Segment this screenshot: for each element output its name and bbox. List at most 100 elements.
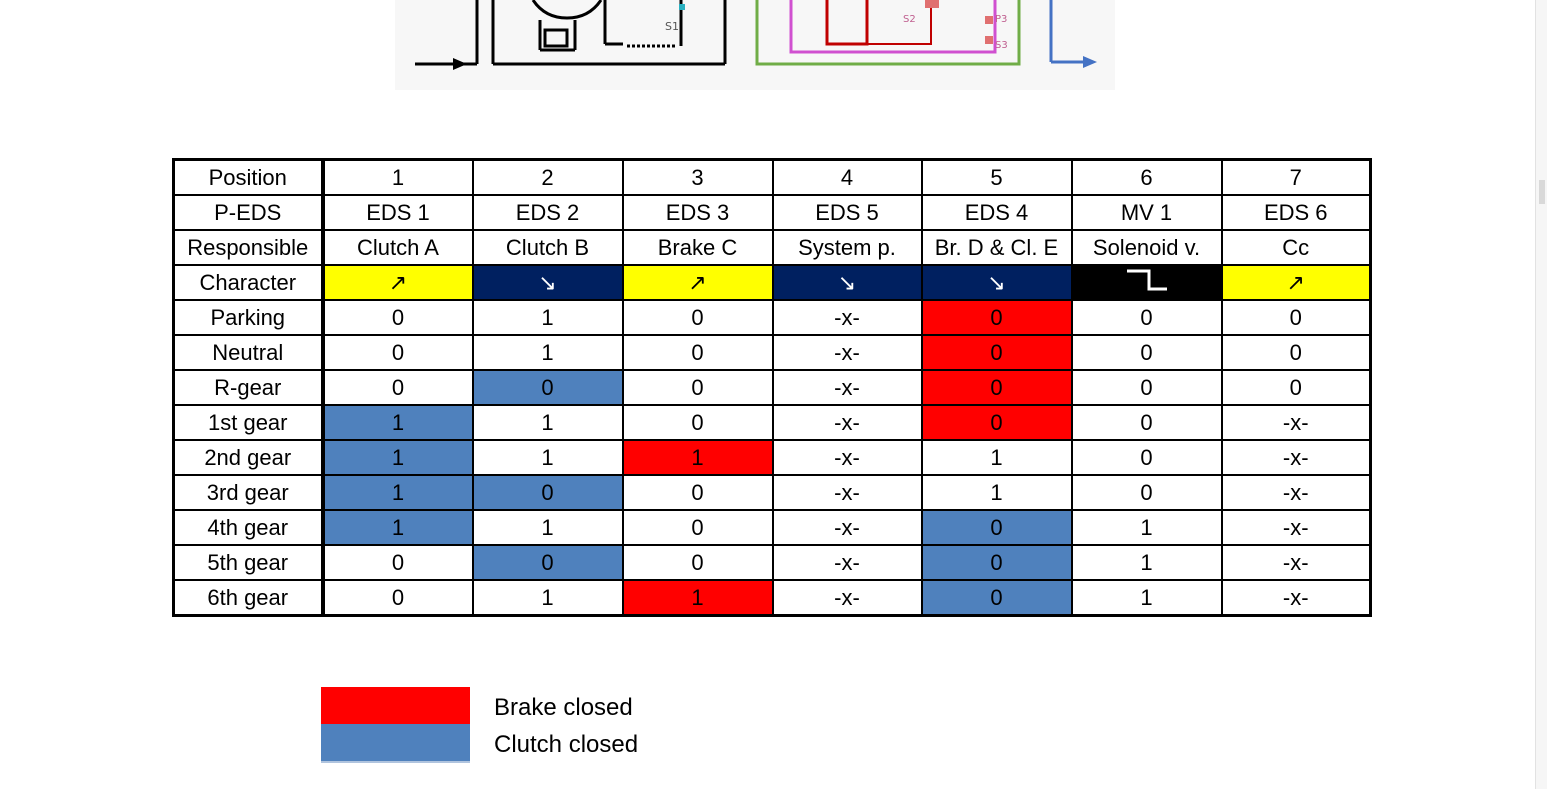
- value-cell: 1: [1070, 544, 1223, 581]
- value-cell: 1: [471, 334, 624, 371]
- legend-brake-label: Brake closed: [494, 694, 633, 721]
- legend-brake-swatch: [321, 687, 470, 724]
- value-cell: 0: [321, 334, 474, 371]
- header-cell: EDS 4: [920, 194, 1073, 231]
- header-cell: EDS 1: [321, 194, 474, 231]
- value-cell: 1: [621, 439, 774, 476]
- value-cell: -x-: [1220, 404, 1372, 441]
- value-cell: -x-: [771, 404, 923, 441]
- header-row: P-EDS EDS 1 EDS 2 EDS 3 EDS 5 EDS 4 MV 1 EDS 6: [172, 194, 1372, 231]
- label-s2: S2: [903, 14, 916, 25]
- character-cell: ↗: [321, 264, 474, 301]
- label-s3: S3: [995, 40, 1008, 51]
- value-cell: 0: [621, 334, 774, 371]
- value-cell: 0: [621, 509, 774, 546]
- value-cell: 0: [321, 544, 474, 581]
- value-cell: 1: [621, 579, 774, 617]
- value-cell: 0: [621, 474, 774, 511]
- step-down-icon: [1123, 267, 1171, 298]
- header-cell: EDS 6: [1220, 194, 1372, 231]
- value-cell: 1: [471, 299, 624, 336]
- legend-clutch-swatch: [321, 724, 470, 763]
- header-cell: Cc: [1220, 229, 1372, 266]
- value-cell: -x-: [771, 509, 923, 546]
- value-cell: -x-: [1220, 439, 1372, 476]
- value-cell: 0: [920, 544, 1073, 581]
- row-label: Parking: [172, 299, 325, 336]
- value-cell: -x-: [771, 544, 923, 581]
- row-label: Character: [172, 264, 325, 301]
- value-cell: 1: [1070, 579, 1223, 617]
- value-cell: 0: [621, 544, 774, 581]
- row-label: 2nd gear: [172, 439, 325, 476]
- label-p3: P3: [995, 14, 1007, 25]
- character-cell: ↘: [471, 264, 624, 301]
- row-label: 1st gear: [172, 404, 325, 441]
- header-cell: Solenoid v.: [1070, 229, 1223, 266]
- value-cell: 0: [471, 544, 624, 581]
- table-row: 6th gear 0 1 1 -x- 0 1 -x-: [172, 579, 1372, 617]
- header-cell: System p.: [771, 229, 923, 266]
- value-cell: 0: [1220, 369, 1372, 406]
- value-cell: -x-: [771, 334, 923, 371]
- value-cell: 0: [1220, 299, 1372, 336]
- table-row: R-gear 0 0 0 -x- 0 0 0: [172, 369, 1372, 406]
- value-cell: 0: [471, 474, 624, 511]
- value-cell: -x-: [1220, 474, 1372, 511]
- header-row: Responsible Clutch A Clutch B Brake C System…: [172, 229, 1372, 266]
- value-cell: 0: [1070, 404, 1223, 441]
- value-cell: -x-: [771, 579, 923, 617]
- value-cell: 0: [920, 579, 1073, 617]
- header-cell: EDS 3: [621, 194, 774, 231]
- value-cell: 0: [621, 404, 774, 441]
- row-label: 6th gear: [172, 579, 325, 617]
- character-cell: [1070, 264, 1223, 301]
- scrollbar-thumb[interactable]: [1539, 180, 1545, 204]
- value-cell: 1: [920, 474, 1073, 511]
- valve-body-right: S2 P3 S3: [755, 0, 1021, 66]
- value-cell: 0: [920, 334, 1073, 371]
- header-cell: MV 1: [1070, 194, 1223, 231]
- value-cell: 0: [920, 509, 1073, 546]
- value-cell: 0: [321, 299, 474, 336]
- value-cell: -x-: [1220, 544, 1372, 581]
- header-cell: EDS 5: [771, 194, 923, 231]
- character-row: Character ↗ ↘ ↗ ↘ ↘ ↗: [172, 264, 1372, 301]
- table-row: Neutral 0 1 0 -x- 0 0 0: [172, 334, 1372, 371]
- value-cell: 0: [1220, 334, 1372, 371]
- vertical-scrollbar[interactable]: [1535, 0, 1547, 789]
- arrow-up-right-icon: ↗: [688, 269, 707, 295]
- value-cell: 1: [920, 439, 1073, 476]
- value-cell: 0: [1070, 439, 1223, 476]
- row-label: 5th gear: [172, 544, 325, 581]
- row-label: Position: [172, 158, 325, 196]
- character-cell: ↗: [621, 264, 774, 301]
- value-cell: 1: [1070, 509, 1223, 546]
- arrow-up-right-icon: ↗: [1286, 269, 1305, 295]
- table-row: 1st gear 1 1 0 -x- 0 0 -x-: [172, 404, 1372, 441]
- table-body: Position 1 2 3 4 5 6 7 P-EDS EDS 1 EDS 2 EDS 3 EDS 5…: [172, 158, 1372, 617]
- header-cell: Clutch B: [471, 229, 624, 266]
- arrow-up-right-icon: ↗: [388, 269, 408, 295]
- header-cell: Brake C: [621, 229, 774, 266]
- value-cell: 0: [621, 299, 774, 336]
- value-cell: 0: [471, 369, 624, 406]
- value-cell: 0: [920, 404, 1073, 441]
- header-cell: 7: [1220, 158, 1372, 196]
- value-cell: 0: [1070, 474, 1223, 511]
- header-cell: 1: [321, 158, 474, 196]
- table-row: 4th gear 1 1 0 -x- 0 1 -x-: [172, 509, 1372, 546]
- value-cell: 0: [1070, 334, 1223, 371]
- value-cell: -x-: [1220, 579, 1372, 617]
- value-cell: 1: [471, 439, 624, 476]
- table-row: 3rd gear 1 0 0 -x- 1 0 -x-: [172, 474, 1372, 511]
- value-cell: 1: [471, 579, 624, 617]
- header-cell: 2: [471, 158, 624, 196]
- value-cell: -x-: [771, 439, 923, 476]
- label-s1: S1: [665, 20, 679, 33]
- value-cell: 1: [321, 474, 474, 511]
- value-cell: -x-: [771, 299, 923, 336]
- value-cell: -x-: [1220, 509, 1372, 546]
- table-row: 5th gear 0 0 0 -x- 0 1 -x-: [172, 544, 1372, 581]
- row-label: 4th gear: [172, 509, 325, 546]
